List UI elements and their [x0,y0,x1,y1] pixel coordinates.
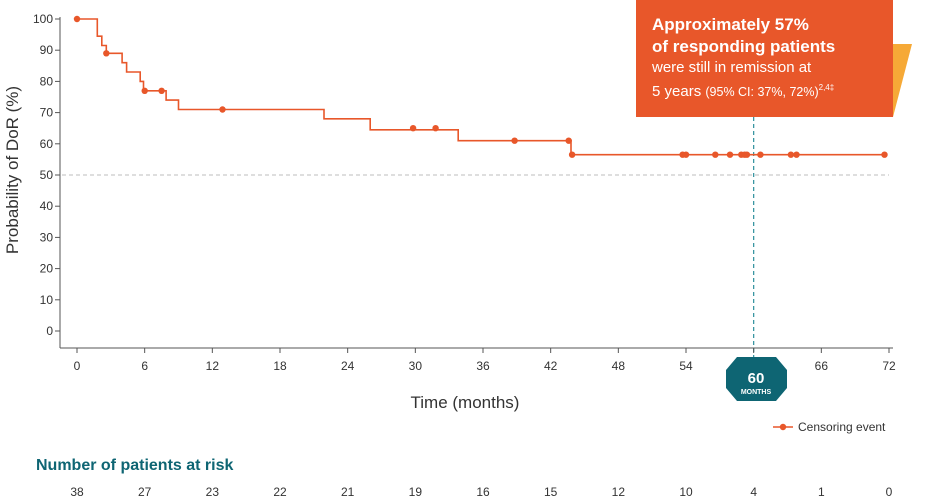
x-axis: 0 6 12 18 24 30 36 42 48 54 66 72 [60,347,896,373]
callout-years: 5 years [652,83,702,100]
censor-point [712,151,719,158]
y-tick-label: 100 [33,12,53,26]
censor-point [73,15,81,23]
censor-point [409,125,417,132]
x-tick-label: 0 [74,359,81,373]
x-tick-label: 72 [882,359,896,373]
y-tick-label: 40 [40,199,54,213]
censor-point [432,125,439,132]
callout-line-4: 5 years (95% CI: 37%, 72%)2,4‡ [652,78,879,102]
risk-value: 38 [70,485,84,499]
grid-layer [62,117,889,358]
censor-point [219,106,226,113]
risk-value: 22 [273,485,287,499]
censor-point [757,151,764,158]
risk-value: 0 [886,485,893,499]
risk-value: 21 [341,485,355,499]
callout-line-2: of responding patients [652,37,836,56]
badge-number: 60 [748,370,765,387]
legend-marker [779,423,787,431]
censor-point [743,151,751,158]
callout-line-1: Approximately 57% [652,15,809,34]
censor-point [881,151,888,158]
risk-value: 10 [679,485,693,499]
x-tick-label: 6 [141,359,148,373]
censor-point [565,137,572,144]
y-tick-label: 80 [40,74,54,88]
x-tick-label: 36 [476,359,490,373]
legend-label: Censoring event [798,420,886,434]
censor-point [141,87,148,95]
x-tick-label: 24 [341,359,355,373]
censor-point [787,151,795,158]
x-tick-label: 12 [206,359,220,373]
risk-table-title: Number of patients at risk [36,457,234,474]
x-axis-title: Time (months) [411,393,520,412]
risk-value: 1 [818,485,825,499]
risk-value: 23 [206,485,220,499]
months-60-badge: 60 MONTHS [726,357,787,401]
censor-point [682,151,690,158]
x-tick-label: 18 [273,359,287,373]
y-tick-label: 10 [40,293,54,307]
censor-point [568,151,576,158]
x-tick-label: 48 [612,359,626,373]
risk-value: 4 [750,485,757,499]
risk-value: 19 [409,485,423,499]
remission-callout: Approximately 57% of responding patients… [636,0,893,117]
censor-layer [73,15,888,158]
censor-point [158,87,165,95]
badge-shape [726,357,787,401]
x-tick-label: 66 [815,359,829,373]
risk-table-values: 38 27 23 22 21 19 16 15 12 10 4 1 0 [70,485,892,499]
y-tick-label: 30 [40,230,54,244]
x-tick-label: 54 [679,359,693,373]
y-axis: 0 10 20 30 40 50 60 70 80 90 100 [33,12,61,348]
y-tick-label: 70 [40,106,54,120]
y-tick-label: 20 [40,262,54,276]
risk-value: 12 [612,485,626,499]
censor-point [793,151,800,158]
y-tick-label: 90 [40,43,54,57]
risk-value: 15 [544,485,558,499]
x-tick-label: 30 [409,359,423,373]
badge-unit: MONTHS [741,389,772,396]
risk-value: 27 [138,485,152,499]
censor-point [726,151,734,158]
censor-point [103,50,110,57]
callout-ref: 2,4‡ [818,83,835,92]
y-tick-label: 50 [40,168,54,182]
callout-accent [893,44,912,117]
callout-ci: (95% CI: 37%, 72%) [705,85,819,99]
y-axis-title: Probability of DoR (%) [3,86,22,254]
legend: Censoring event [773,420,886,434]
callout-line-3: were still in remission at [652,59,812,76]
censor-point [511,137,518,144]
y-tick-label: 0 [46,324,53,338]
y-tick-label: 60 [40,137,54,151]
x-tick-label: 42 [544,359,558,373]
risk-value: 16 [476,485,490,499]
